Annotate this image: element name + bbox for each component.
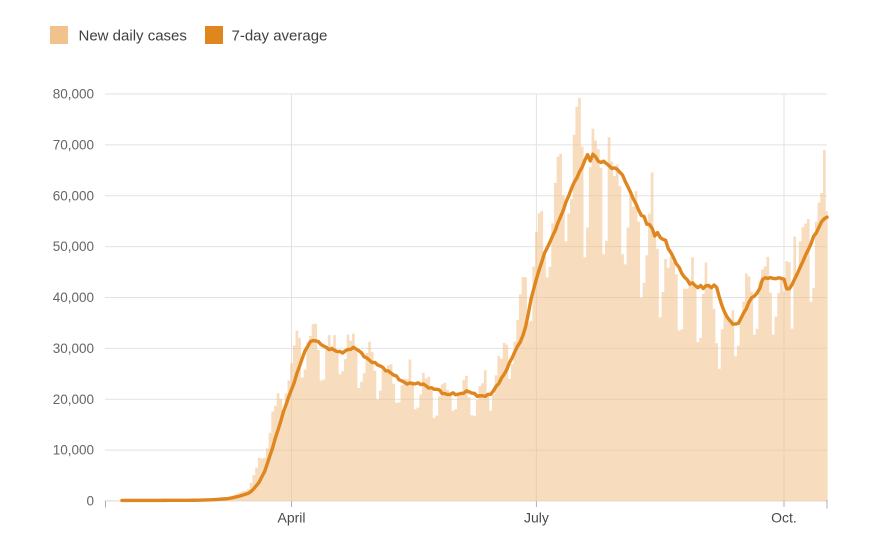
svg-text:New daily cases: New daily cases bbox=[79, 28, 187, 45]
svg-text:80,000: 80,000 bbox=[53, 87, 94, 102]
svg-text:40,000: 40,000 bbox=[53, 290, 94, 305]
svg-text:10,000: 10,000 bbox=[53, 443, 94, 458]
svg-text:50,000: 50,000 bbox=[53, 239, 94, 254]
svg-text:30,000: 30,000 bbox=[53, 341, 94, 356]
svg-text:60,000: 60,000 bbox=[53, 188, 94, 203]
svg-text:70,000: 70,000 bbox=[53, 137, 94, 152]
svg-text:Oct.: Oct. bbox=[771, 510, 797, 526]
svg-text:20,000: 20,000 bbox=[53, 392, 94, 407]
svg-text:April: April bbox=[277, 510, 305, 526]
svg-text:July: July bbox=[524, 510, 549, 526]
svg-text:7-day average: 7-day average bbox=[232, 28, 328, 45]
svg-text:0: 0 bbox=[86, 494, 94, 509]
